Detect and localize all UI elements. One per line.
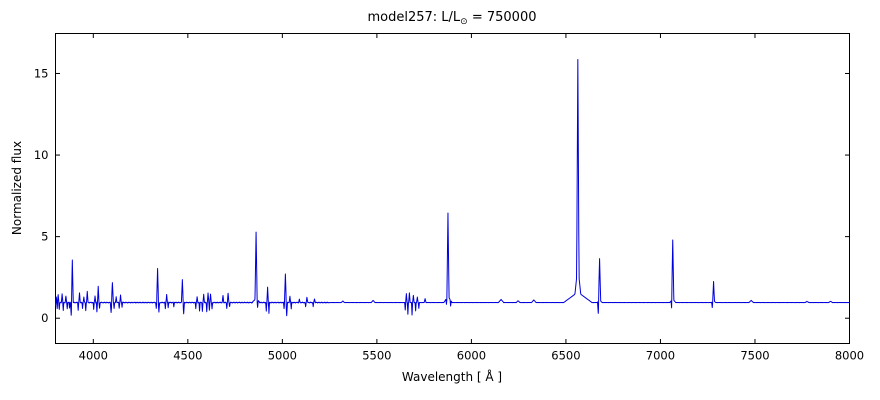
x-tick-label: 7000 — [646, 349, 675, 363]
y-tick-label: 10 — [34, 148, 49, 162]
plot-title: model257: L/L⊙ = 750000 — [55, 10, 849, 27]
y-tick-label: 15 — [34, 66, 49, 80]
plot-title-prefix: model257: L/L — [367, 10, 461, 25]
y-axis-label: Normalized flux — [10, 140, 24, 236]
x-tick-label: 4500 — [173, 349, 202, 363]
y-tick-label: 0 — [41, 311, 48, 325]
x-tick-label: 7500 — [740, 349, 769, 363]
x-tick-label: 6000 — [457, 349, 486, 363]
x-tick-label: 4000 — [79, 349, 108, 363]
x-axis-label: Wavelength [ Å ] — [401, 370, 503, 384]
x-tick-label: 5000 — [268, 349, 297, 363]
x-tick-label: 5500 — [362, 349, 391, 363]
x-tick-label: 8000 — [835, 349, 864, 363]
y-tick-label: 5 — [41, 230, 48, 244]
solar-symbol-subscript: ⊙ — [460, 17, 468, 27]
spectrum-line — [55, 59, 850, 317]
x-tick-label: 6500 — [551, 349, 580, 363]
plot-title-suffix: = 750000 — [467, 10, 537, 25]
axis-frame — [55, 33, 850, 344]
